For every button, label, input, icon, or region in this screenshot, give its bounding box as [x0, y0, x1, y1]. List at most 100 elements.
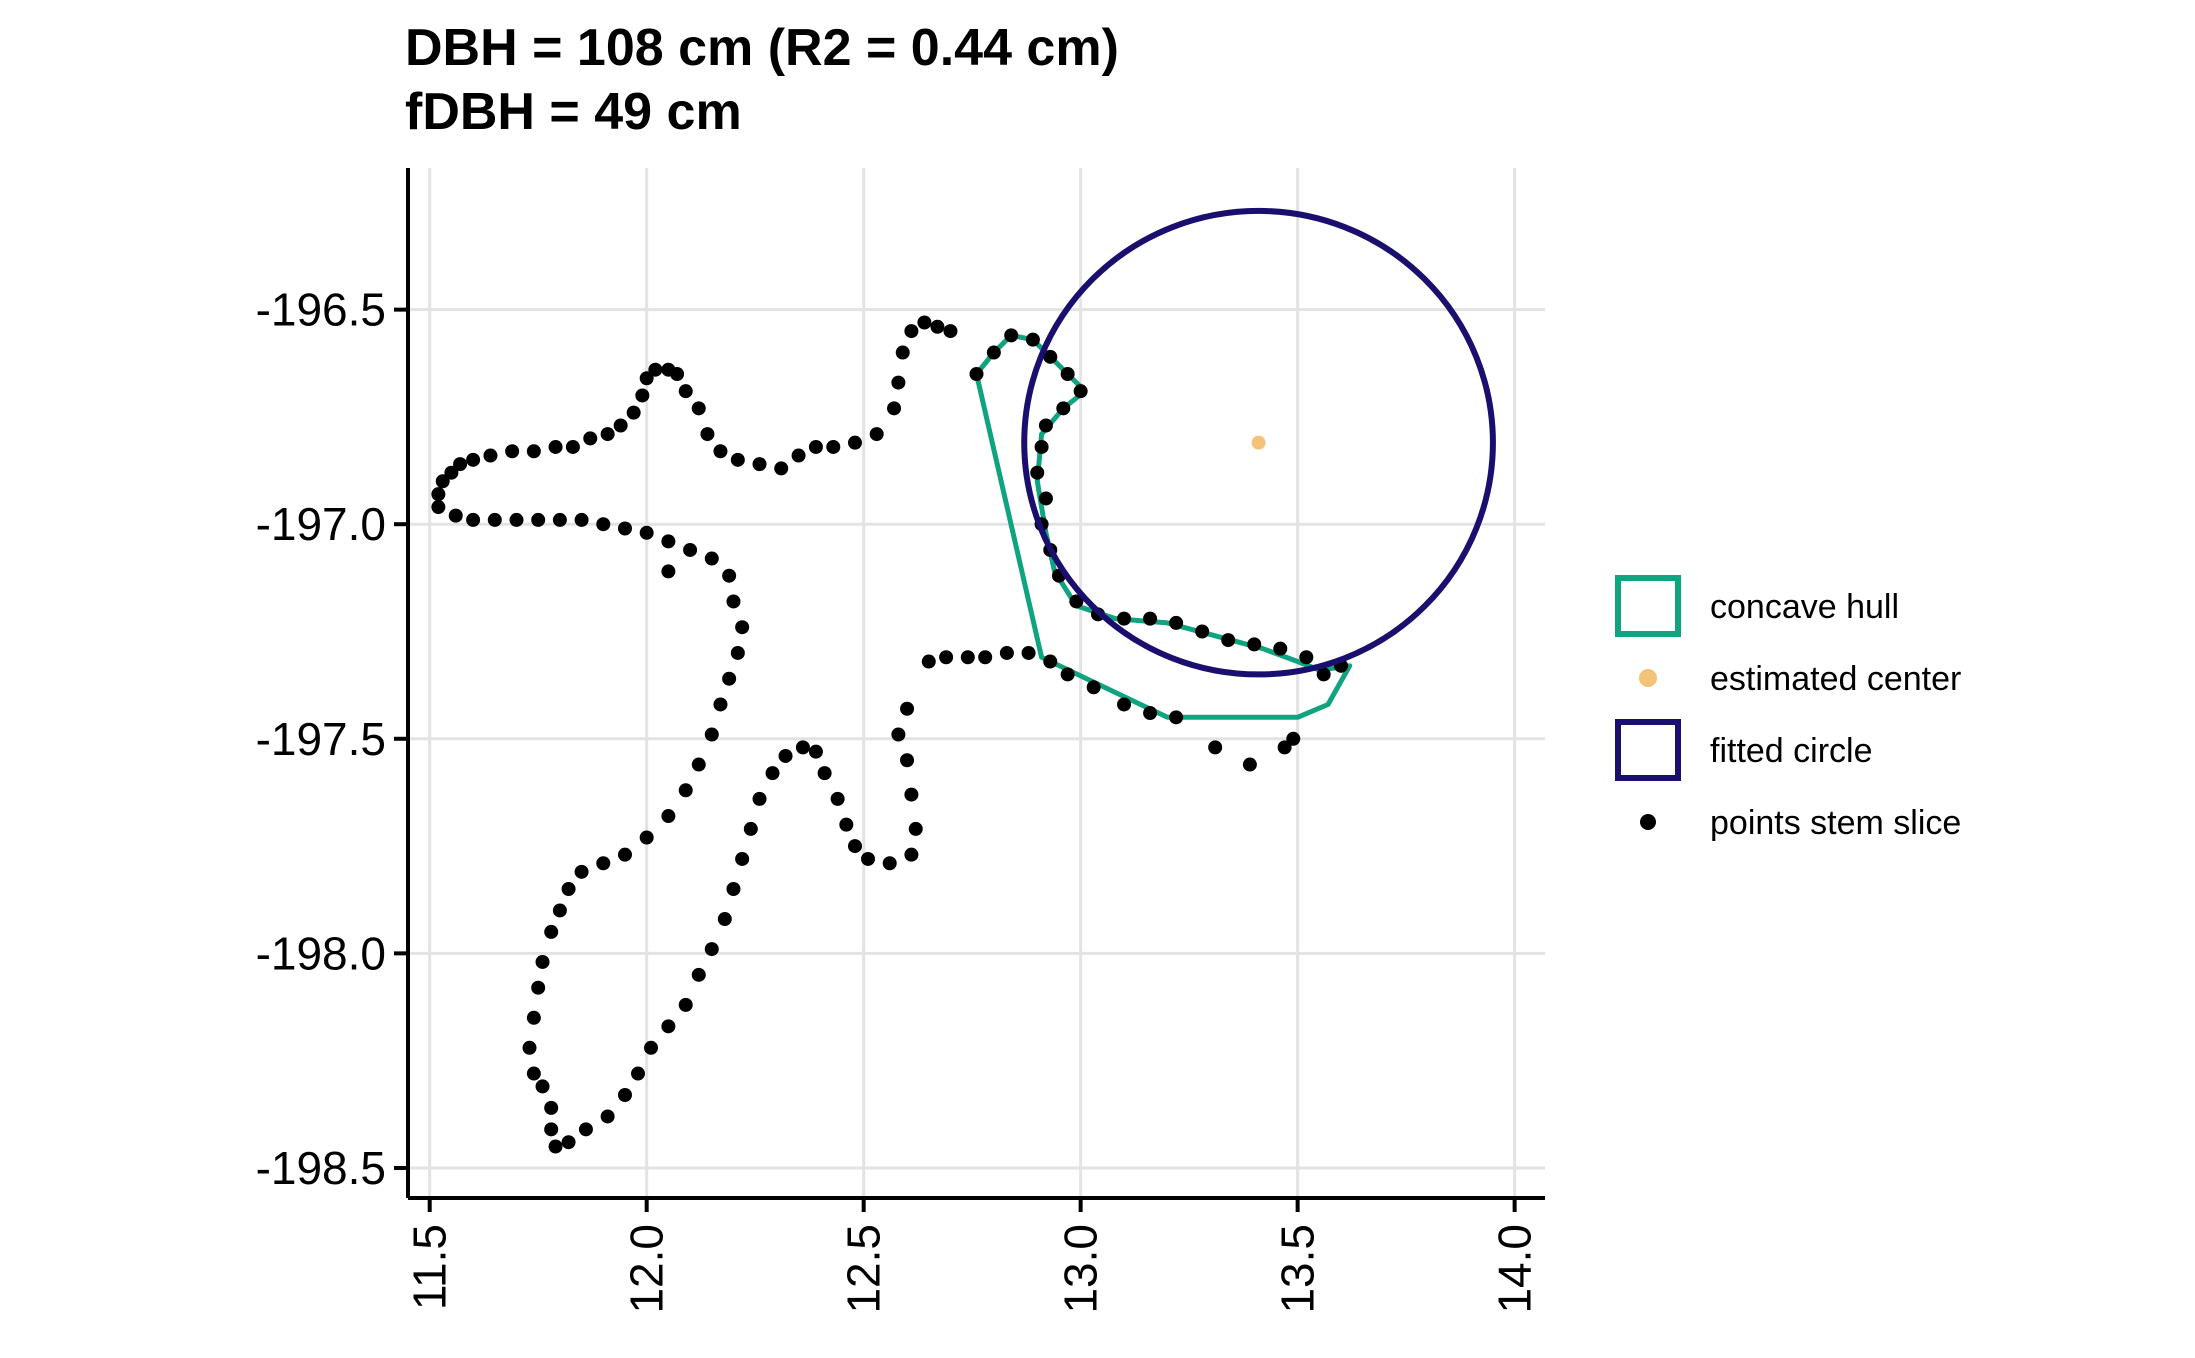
stem-point: [1169, 615, 1184, 630]
fitted-circle-layer: [1021, 207, 1496, 678]
stem-point: [691, 401, 706, 416]
stem-point: [596, 856, 611, 871]
stem-point: [626, 405, 641, 420]
stem-point: [900, 753, 915, 768]
stem-point: [917, 315, 932, 330]
stem-point: [544, 924, 559, 939]
y-tick-label: -196.5: [256, 284, 386, 336]
stem-point: [661, 564, 676, 579]
stem-point: [904, 787, 919, 802]
stem-point: [891, 375, 906, 390]
y-tick-label: -197.0: [256, 498, 386, 550]
estimated-center-layer: [1251, 435, 1266, 450]
stem-point: [691, 757, 706, 772]
stem-point: [1060, 667, 1075, 682]
stem-point: [722, 671, 737, 686]
stem-point: [1060, 367, 1075, 381]
stem-point: [1025, 332, 1040, 347]
stem-point: [791, 448, 806, 463]
stem-point: [644, 1040, 659, 1055]
stem-point: [1086, 680, 1101, 695]
stem-point: [561, 1135, 576, 1150]
stem-point: [1056, 401, 1071, 416]
stem-point: [678, 384, 693, 399]
stem-point: [678, 783, 693, 798]
x-tick-label: 14.0: [1489, 1224, 1541, 1314]
stem-point: [1069, 594, 1084, 609]
stem-point: [435, 474, 450, 489]
stem-point: [552, 512, 567, 527]
stem-point: [869, 427, 884, 442]
stem-point: [1038, 418, 1053, 433]
gridlines: [408, 168, 1545, 1198]
stem-point: [847, 435, 862, 450]
stem-point: [544, 1100, 559, 1115]
stem-point: [431, 500, 446, 515]
stem-point: [908, 821, 923, 836]
stem-point: [1043, 349, 1058, 364]
y-tick-label: -197.5: [256, 713, 386, 765]
stem-point: [691, 967, 706, 982]
stem-point: [648, 362, 663, 377]
stem-point: [765, 766, 780, 781]
stem-point: [921, 654, 936, 669]
stem-point: [661, 1019, 676, 1034]
stem-point: [631, 1066, 646, 1081]
stem-point: [735, 851, 750, 866]
stem-point: [596, 517, 611, 532]
stem-point: [561, 882, 576, 896]
stem-point: [448, 508, 463, 523]
stem-point: [904, 324, 919, 339]
stem-point: [774, 461, 789, 476]
legend-label-circle: fitted circle: [1710, 732, 1873, 770]
x-tick-label: 11.5: [404, 1224, 456, 1310]
stem-point: [544, 1122, 559, 1137]
stem-point: [1195, 624, 1210, 639]
stem-point: [431, 487, 446, 502]
stem-point: [930, 319, 945, 334]
stem-point: [1299, 650, 1314, 665]
x-tick-label: 12.0: [621, 1224, 673, 1314]
stem-point: [600, 1109, 615, 1124]
stem-point: [466, 452, 481, 467]
stem-point: [526, 1066, 541, 1081]
stem-point: [735, 620, 750, 635]
stem-point: [969, 367, 984, 381]
stem-point: [704, 727, 719, 742]
stem-point: [1242, 757, 1257, 772]
stem-point: [1004, 328, 1019, 343]
stem-point: [548, 439, 563, 454]
stem-point: [808, 744, 823, 759]
stem-point: [583, 431, 598, 446]
stem-point: [535, 954, 550, 969]
stem-point: [1247, 637, 1262, 652]
x-tick-label: 13.0: [1055, 1224, 1107, 1314]
chart-subtitle: fDBH = 49 cm: [405, 83, 742, 141]
stem-point: [466, 512, 481, 527]
stem-point: [444, 465, 459, 480]
stem-point: [808, 439, 823, 454]
stem-point: [704, 942, 719, 957]
stem-point: [1277, 740, 1292, 755]
stem-point: [939, 650, 954, 665]
stem-point: [1043, 654, 1058, 669]
stem-point: [617, 521, 632, 536]
stem-point: [882, 856, 897, 871]
stem-point: [861, 851, 876, 866]
stem-point: [726, 594, 741, 609]
legend-key-hull: [1615, 575, 1681, 637]
stem-point: [1143, 706, 1158, 721]
axes: [394, 168, 1545, 1212]
stem-point: [730, 645, 745, 660]
stem-point: [661, 809, 676, 824]
stem-point: [700, 427, 715, 442]
stem-point: [1073, 384, 1088, 399]
stem-point: [1034, 439, 1049, 454]
stem-point: [531, 512, 546, 527]
legend-label-points: points stem slice: [1710, 804, 1962, 842]
y-tick-label: -198.5: [256, 1142, 386, 1194]
stem-point: [847, 839, 862, 854]
stem-point: [639, 830, 654, 845]
stem-point: [891, 727, 906, 742]
stem-point: [795, 740, 810, 755]
